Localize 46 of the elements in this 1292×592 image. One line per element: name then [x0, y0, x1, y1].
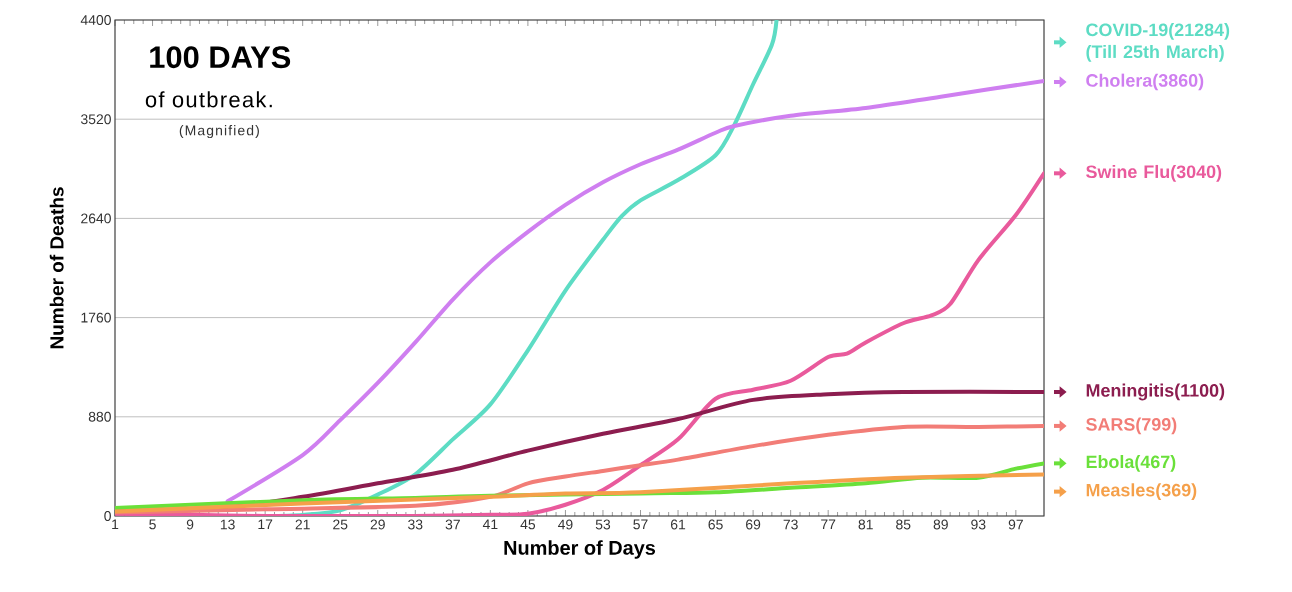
x-tick-label: 53: [595, 519, 611, 530]
x-axis-title: Number of Days: [504, 540, 656, 559]
x-tick-label: 29: [370, 519, 385, 530]
x-tick-label: 1: [112, 519, 119, 530]
y-tick-label: 1760: [81, 312, 111, 323]
x-tick-label: 65: [708, 519, 723, 530]
y-tick-label: 3520: [80, 114, 111, 125]
x-tick-label: 77: [821, 519, 836, 530]
x-tick-label: 33: [408, 519, 423, 530]
x-tick-label: 5: [149, 519, 156, 530]
legend-label: Swine Flu(3040): [1086, 164, 1222, 182]
y-tick-label: 4400: [80, 15, 111, 25]
x-tick-label: 73: [783, 519, 798, 530]
y-tick-label: 880: [88, 411, 111, 422]
y-tick-label: 2640: [81, 213, 111, 224]
x-tick-label: 21: [295, 519, 310, 530]
x-tick-label: 93: [971, 519, 986, 530]
legend-label: COVID-19(21284) (Till 25th March): [1086, 23, 1230, 62]
x-tick-label: 81: [858, 519, 873, 530]
x-tick-label: 89: [933, 519, 948, 530]
x-tick-label: 57: [633, 519, 648, 530]
x-tick-label: 17: [258, 519, 273, 530]
x-tick-label: 69: [746, 519, 761, 530]
legend-label: Measles(369): [1086, 483, 1197, 500]
x-tick-label: 37: [445, 519, 460, 530]
line-series: [115, 171, 1044, 516]
x-tick-label: 13: [220, 519, 235, 530]
legend-label: Meningitis(1100): [1086, 383, 1225, 401]
x-tick-label: 45: [520, 519, 536, 530]
line-series: [115, 423, 1044, 515]
y-axis-title: Number of Deaths: [49, 187, 64, 349]
x-tick-label: 41: [482, 519, 498, 530]
annotation: (Magnified): [179, 125, 259, 139]
x-tick-label: 9: [186, 519, 194, 530]
x-tick-label: 25: [333, 519, 348, 530]
legend-label: Cholera(3860): [1086, 73, 1204, 91]
x-tick-label: 97: [1008, 519, 1023, 530]
legend-label: SARS(799): [1086, 417, 1177, 435]
x-tick-label: 61: [670, 519, 686, 530]
x-tick-label: 85: [896, 519, 911, 530]
legend-label: Ebola(467): [1086, 454, 1176, 472]
text: of outbreak.: [145, 91, 272, 108]
x-tick-label: 49: [557, 519, 573, 530]
y-tick-label: 0: [104, 511, 111, 521]
text: 100 DAYS: [150, 46, 291, 69]
line-series: [115, 472, 1044, 514]
